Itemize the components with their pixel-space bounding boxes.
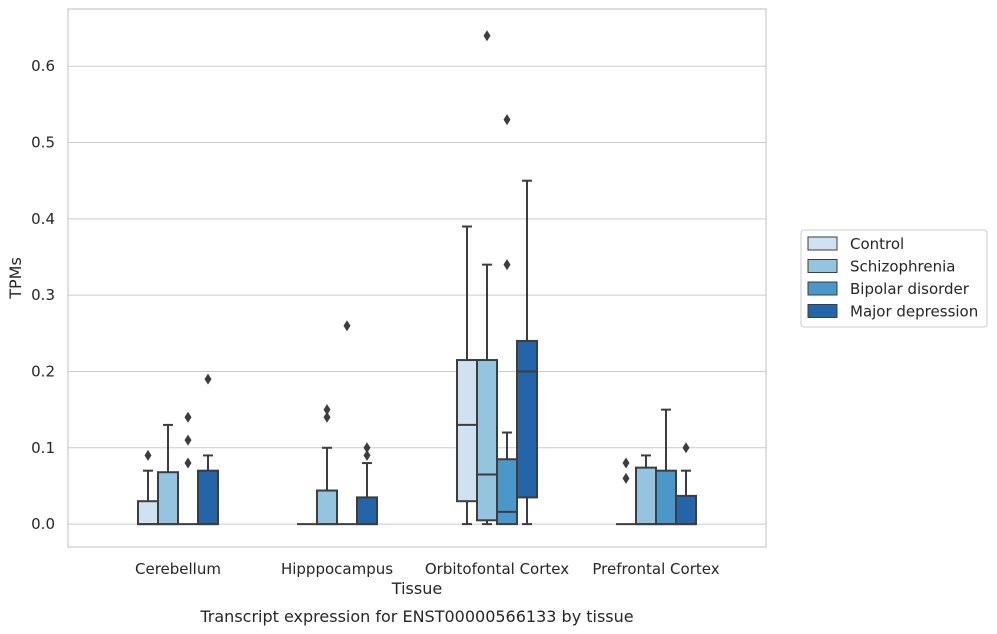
box-bipolar-disorder <box>178 411 198 526</box>
y-tick-label: 0.3 <box>31 286 55 304</box>
box-bipolar-disorder <box>337 320 357 526</box>
legend-swatch <box>807 259 838 273</box>
outlier-point <box>483 30 491 42</box>
y-tick-label: 0.5 <box>31 134 55 152</box>
outlier-point <box>363 442 371 454</box>
legend-label: Schizophrenia <box>850 258 955 276</box>
legend-label: Control <box>850 235 904 253</box>
chart-caption: Transcript expression for ENST0000056613… <box>199 607 633 626</box>
outlier-point <box>184 434 192 446</box>
iqr-box <box>197 469 219 526</box>
box-control <box>616 457 636 526</box>
x-tick-label: Hipppocampus <box>281 560 393 578</box>
legend-swatch <box>807 304 838 318</box>
box-major-depression <box>516 179 538 526</box>
legend-frame <box>800 229 988 328</box>
outlier-point <box>323 411 331 423</box>
outlier-point <box>323 404 331 416</box>
outlier-point <box>144 449 152 461</box>
iqr-box <box>356 496 378 526</box>
box-schizophrenia <box>316 404 338 526</box>
iqr-box <box>496 458 518 526</box>
iqr-box <box>655 469 677 526</box>
legend: Control Schizophrenia Bipolar disorder Majo… <box>800 229 988 328</box>
boxes <box>137 30 697 526</box>
y-axis-ticks: 0.0 0.1 0.2 0.3 0.4 0.5 0.6 <box>31 57 55 533</box>
y-tick-label: 0.2 <box>31 362 55 380</box>
plot-area <box>68 9 766 547</box>
gridlines <box>68 65 766 525</box>
x-tick-label: Cerebellum <box>135 560 221 578</box>
box-schizophrenia <box>476 30 498 526</box>
y-axis-label: TPMs <box>6 257 25 300</box>
outlier-point <box>622 472 630 484</box>
legend-swatch <box>807 236 838 251</box>
box-schizophrenia <box>157 423 179 526</box>
y-tick-label: 0.0 <box>31 515 55 533</box>
x-tick-label: Prefrontal Cortex <box>592 560 719 578</box>
outlier-point <box>682 442 690 454</box>
x-axis-label: Tissue <box>391 579 442 598</box>
outlier-point <box>363 449 371 461</box>
legend-label: Bipolar disorder <box>850 280 970 298</box>
iqr-box <box>516 339 538 499</box>
iqr-box <box>316 489 338 526</box>
box-bipolar-disorder <box>496 114 518 526</box>
legend-swatch <box>807 281 838 296</box>
iqr-box <box>675 494 697 526</box>
y-tick-label: 0.4 <box>31 210 55 228</box>
x-axis-ticks: Cerebellum Hipppocampus Orbitofontal Corte… <box>135 560 720 578</box>
iqr-box <box>456 359 478 503</box>
box-major-depression <box>675 442 697 526</box>
iqr-box <box>137 500 159 526</box>
outlier-point <box>184 411 192 423</box>
y-tick-label: 0.1 <box>31 439 55 457</box>
y-tick-label: 0.6 <box>31 57 55 75</box>
outlier-point <box>503 114 511 126</box>
outlier-point <box>184 457 192 469</box>
outlier-point <box>343 320 351 332</box>
plot-frame <box>67 8 767 548</box>
iqr-box <box>157 471 179 526</box>
iqr-box <box>476 359 498 522</box>
box-major-depression <box>356 442 378 526</box>
iqr-box <box>635 466 657 526</box>
outlier-point <box>622 457 630 469</box>
outlier-point <box>503 259 511 271</box>
legend-label: Major depression <box>850 303 978 321</box>
outlier-point <box>204 373 212 385</box>
x-tick-label: Orbitofontal Cortex <box>425 560 569 578</box>
box-major-depression <box>197 373 219 526</box>
